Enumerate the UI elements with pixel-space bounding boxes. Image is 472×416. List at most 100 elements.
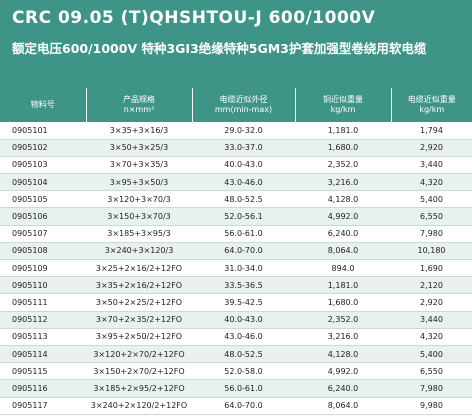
spec-cell: 3×35+3×16/3 (86, 122, 192, 140)
material-code-cell: 0905108 (0, 242, 86, 261)
spec-cell: 3×35+2×16/2+12FO (86, 276, 192, 295)
table-row: 0905108 3×240+3×120/3 64.0-70.0 8,064.0 10,1… (0, 242, 472, 261)
spec-cell: 3×185+2×95/2+12FO (86, 379, 192, 398)
material-code-cell: 0905110 (0, 276, 86, 295)
column-header-unit: kg/km (330, 105, 356, 114)
copper-weight-cell: 1,680.0 (295, 293, 391, 312)
spec-cell: 3×185+3×95/3 (86, 225, 192, 243)
diameter-cell: 56.0-61.0 (192, 379, 295, 398)
column-header-label: 电缆近似重量 (407, 95, 456, 104)
table-row: 0905117 3×240+2×120/2+12FO 64.0-70.0 8,064.… (0, 397, 472, 415)
diameter-cell: 43.0-46.0 (192, 173, 295, 192)
diameter-cell: 43.0-46.0 (192, 328, 295, 346)
spec-cell: 3×70+3×35/3 (86, 156, 192, 175)
spec-cell: 3×95+3×50/3 (86, 173, 192, 192)
cable-weight-cell: 7,980 (391, 379, 472, 398)
diameter-cell: 56.0-61.0 (192, 225, 295, 243)
spec-cell: 3×120+2×70/2+12FO (86, 345, 192, 364)
diameter-cell: 52.0-58.0 (192, 362, 295, 381)
cable-weight-cell: 6,550 (391, 207, 472, 226)
material-code-cell: 0905104 (0, 173, 86, 192)
copper-weight-cell: 2,352.0 (295, 311, 391, 329)
copper-weight-cell: 1,181.0 (295, 122, 391, 140)
copper-weight-cell: 894.0 (295, 259, 391, 278)
spec-cell: 3×150+3×70/3 (86, 207, 192, 226)
material-code-cell: 0905109 (0, 259, 86, 278)
diameter-cell: 33.0-37.0 (192, 139, 295, 157)
spec-cell: 3×240+3×120/3 (86, 242, 192, 261)
column-header: 物料号 (0, 88, 86, 122)
copper-weight-cell: 3,216.0 (295, 173, 391, 192)
diameter-cell: 39.5-42.5 (192, 293, 295, 312)
column-header: 电缆近似外径 mm(min-max) (191, 88, 295, 122)
table-row: 0905112 3×70+2×35/2+12FO 40.0-43.0 2,352.0 3… (0, 311, 472, 329)
diameter-cell: 52.0-56.1 (192, 207, 295, 226)
material-code-cell: 0905116 (0, 379, 86, 398)
material-code-cell: 0905107 (0, 225, 86, 243)
spec-cell: 3×25+2×16/2+12FO (86, 259, 192, 278)
copper-weight-cell: 4,128.0 (295, 345, 391, 364)
copper-weight-cell: 3,216.0 (295, 328, 391, 346)
table-header: 物料号 产品规格 n×mm² 电缆近似外径 mm(min-max) 铜近似重量 kg/km 电… (0, 88, 472, 122)
column-header-unit: kg/km (419, 105, 445, 114)
cable-weight-cell: 4,320 (391, 173, 472, 192)
material-code-cell: 0905105 (0, 190, 86, 209)
material-code-cell: 0905115 (0, 362, 86, 381)
cable-weight-cell: 3,440 (391, 156, 472, 175)
cable-weight-cell: 10,180 (391, 242, 472, 261)
material-code-cell: 0905106 (0, 207, 86, 226)
diameter-cell: 64.0-70.0 (192, 397, 295, 415)
cable-weight-cell: 2,920 (391, 139, 472, 157)
title-banner: CRC 09.05 (T)QHSHTOU-J 600/1000V 额定电压600… (0, 0, 472, 88)
copper-weight-cell: 1,181.0 (295, 276, 391, 295)
table-row: 0905107 3×185+3×95/3 56.0-61.0 6,240.0 7,980 (0, 225, 472, 243)
column-header-unit: n×mm² (123, 105, 155, 114)
table-row: 0905104 3×95+3×50/3 43.0-46.0 3,216.0 4,320 (0, 173, 472, 192)
cable-weight-cell: 5,400 (391, 345, 472, 364)
spec-cell: 3×150+2×70/2+12FO (86, 362, 192, 381)
spec-cell: 3×240+2×120/2+12FO (86, 397, 192, 415)
copper-weight-cell: 1,680.0 (295, 139, 391, 157)
column-header-label: 电缆近似外径 (219, 95, 268, 104)
spec-cell: 3×50+2×25/2+12FO (86, 293, 192, 312)
column-header: 铜近似重量 kg/km (294, 88, 391, 122)
table-row: 0905102 3×50+3×25/3 33.0-37.0 1,680.0 2,920 (0, 139, 472, 157)
material-code-cell: 0905117 (0, 397, 86, 415)
material-code-cell: 0905112 (0, 311, 86, 329)
cable-weight-cell: 5,400 (391, 190, 472, 209)
copper-weight-cell: 4,128.0 (295, 190, 391, 209)
copper-weight-cell: 8,064.0 (295, 397, 391, 415)
spec-cell: 3×70+2×35/2+12FO (86, 311, 192, 329)
column-header: 产品规格 n×mm² (85, 88, 192, 122)
cable-weight-cell: 6,550 (391, 362, 472, 381)
header-row: 物料号 产品规格 n×mm² 电缆近似外径 mm(min-max) 铜近似重量 kg/km 电… (0, 88, 472, 122)
diameter-cell: 40.0-43.0 (192, 156, 295, 175)
spec-cell: 3×50+3×25/3 (86, 139, 192, 157)
table-row: 0905103 3×70+3×35/3 40.0-43.0 2,352.0 3,440 (0, 156, 472, 175)
column-header-unit: mm(min-max) (214, 105, 273, 114)
column-header-label: 产品规格 (123, 95, 155, 104)
cable-weight-cell: 7,980 (391, 225, 472, 243)
copper-weight-cell: 2,352.0 (295, 156, 391, 175)
copper-weight-cell: 8,064.0 (295, 242, 391, 261)
copper-weight-cell: 4,992.0 (295, 362, 391, 381)
column-header: 电缆近似重量 kg/km (390, 88, 472, 122)
spec-table: 物料号 产品规格 n×mm² 电缆近似外径 mm(min-max) 铜近似重量 kg/km 电… (0, 88, 472, 415)
table-row: 0905111 3×50+2×25/2+12FO 39.5-42.5 1,680.0 2… (0, 293, 472, 312)
material-code-cell: 0905101 (0, 122, 86, 140)
table-row: 0905115 3×150+2×70/2+12FO 52.0-58.0 4,992.0… (0, 362, 472, 381)
material-code-cell: 0905113 (0, 328, 86, 346)
table-row: 0905116 3×185+2×95/2+12FO 56.0-61.0 6,240.0… (0, 379, 472, 398)
table-row: 0905114 3×120+2×70/2+12FO 48.0-52.5 4,128.0… (0, 345, 472, 364)
cable-weight-cell: 9,980 (391, 397, 472, 415)
diameter-cell: 40.0-43.0 (192, 311, 295, 329)
diameter-cell: 48.0-52.5 (192, 345, 295, 364)
diameter-cell: 29.0-32.0 (192, 122, 295, 140)
cable-weight-cell: 2,120 (391, 276, 472, 295)
cable-weight-cell: 1,794 (391, 122, 472, 140)
diameter-cell: 64.0-70.0 (192, 242, 295, 261)
cable-weight-cell: 3,440 (391, 311, 472, 329)
table-row: 0905110 3×35+2×16/2+12FO 33.5-36.5 1,181.0 2… (0, 276, 472, 295)
table-row: 0905109 3×25+2×16/2+12FO 31.0-34.0 894.0 1,6… (0, 259, 472, 278)
cable-weight-cell: 4,320 (391, 328, 472, 346)
